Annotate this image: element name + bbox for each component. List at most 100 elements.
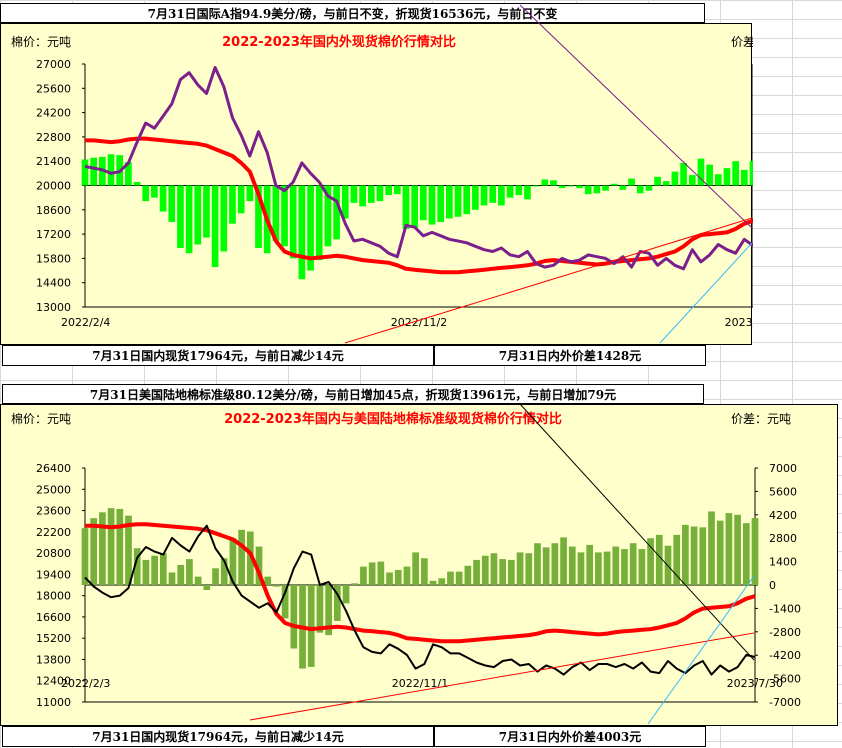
chart2-spread-bar: [412, 552, 419, 585]
chart1-x-tick-label: 2022/2/4: [61, 316, 110, 329]
chart2-spread-bar: [664, 545, 672, 585]
chart2-spread-bar: [508, 559, 515, 585]
chart1-spread-bar: [515, 185, 523, 196]
chart2-spread-bar: [229, 538, 237, 585]
chart1-spread-bar: [732, 161, 739, 186]
chart1-spread-bar: [671, 171, 679, 186]
chart1-left-tick-label: 17200: [36, 228, 71, 241]
chart2-right-tick-label: 5600: [769, 485, 797, 498]
chart2-foreign-price-line: [84, 524, 756, 676]
chart2-spread-bar: [351, 583, 359, 585]
chart2-spread-bar: [629, 543, 637, 585]
chart1-spread-bar: [393, 185, 401, 195]
chart1-spread-bar: [177, 185, 184, 248]
chart2-spread-bar: [316, 585, 324, 633]
chart2-title: 2022-2023年国内与美国陆地棉标准级现货棉价行情对比: [224, 411, 562, 427]
chart2-spread-bar: [464, 565, 472, 585]
chart2-spread-bar: [116, 508, 124, 585]
chart1-spread-bar: [151, 185, 158, 198]
chart2-spread-bar: [168, 572, 176, 585]
chart2-left-tick-label: 12400: [36, 675, 71, 688]
chart2-spread-bar: [99, 512, 106, 585]
chart2-spread-bar: [133, 548, 141, 585]
chart1-spread-bar: [472, 185, 479, 210]
chart1-spread-bar: [619, 185, 627, 190]
chart1-spread-bar: [185, 185, 193, 254]
chart2-left-tick-label: 13800: [36, 653, 71, 666]
chart2-spread-bar: [586, 544, 594, 585]
chart1-spread-bar: [255, 185, 262, 248]
chart1-spread-bar: [402, 185, 410, 229]
chart2-spread-bar: [142, 559, 150, 585]
chart2-left-tick-label: 20800: [36, 547, 71, 560]
chart1-spread-bar: [81, 159, 89, 186]
chart1-domestic-caption: 7月31日国内现货17964元，与前日减少14元: [2, 345, 434, 366]
chart2-spread-bar: [490, 553, 498, 585]
chart2-right-tick-label: 4200: [769, 509, 797, 522]
chart2-panel: 2022-2023年国内与美国陆地棉标准级现货棉价行情对比 棉价：元吨 价差：元吨 2…: [0, 404, 838, 726]
chart1-spread-bar: [454, 185, 462, 217]
chart2-spread-bar: [333, 585, 341, 621]
chart2-spread-bar: [742, 523, 750, 585]
chart2-spread-bar: [290, 585, 298, 649]
chart1-domestic-price-line: [85, 136, 754, 275]
chart1-svg: 2022-2023年国内外现货棉价行情对比 棉价：元吨 价差：元吨 27000 2560…: [11, 34, 799, 329]
chart1-spread-bar: [237, 185, 245, 214]
chart2-spread-bar: [647, 538, 654, 585]
chart2-spread-bar: [125, 515, 132, 585]
chart2-spread-caption: 7月31日内外价差4003元: [434, 726, 706, 747]
chart1-spread-bar: [645, 185, 653, 191]
chart2-spread-bar: [690, 526, 698, 585]
chart2-left-tick-label: 22200: [36, 526, 71, 539]
chart1-spread-bar: [680, 162, 687, 186]
chart1-spread-bar: [307, 185, 314, 271]
chart2-spread-bar: [159, 553, 167, 585]
chart2-x-tick-label: 2022/11/1: [392, 677, 448, 690]
chart2-right-tick-label: -4200: [769, 649, 801, 662]
chart1-spread-bar: [211, 185, 219, 268]
chart1-spread-bar: [749, 160, 757, 186]
chart1-spread-bar: [359, 185, 366, 207]
chart2-spread-bar: [655, 534, 663, 585]
chart2-spread-bar: [560, 537, 567, 585]
chart2-spread-bar: [595, 552, 602, 585]
chart1-spread-bar: [229, 185, 236, 224]
chart2-spread-bar: [612, 546, 620, 585]
chart2-spread-bar: [621, 549, 628, 585]
chart2-spread-bar: [473, 559, 480, 585]
chart1-left-tick-label: 25600: [36, 82, 71, 95]
top-header-caption: 7月31日国际A指94.9美分/磅，与前日不变，折现货16536元，与前日不变: [0, 3, 705, 23]
chart1-spread-bar: [688, 175, 696, 186]
chart1-spread-bar: [662, 181, 670, 186]
chart2-spread-bar: [107, 508, 115, 585]
chart1-spread-bar: [298, 185, 306, 280]
chart2-spread-bar: [699, 527, 707, 585]
chart2-domestic-caption: 7月31日国内现货17964元，与前日减少14元: [2, 726, 434, 747]
chart2-spread-bar: [273, 585, 280, 587]
chart1-spread-bar: [428, 185, 436, 225]
chart1-spread-bar: [203, 185, 210, 238]
chart1-spread-bar: [697, 158, 705, 186]
chart1-left-tick-label: 22800: [36, 131, 71, 144]
chart1-x-tick-label: 2023/7/31: [725, 316, 753, 329]
chart2-spread-bar: [342, 585, 350, 604]
chart1-spread-bar: [706, 164, 713, 186]
chart2-left-tick-label: 19400: [36, 568, 71, 581]
chart2-spread-bar: [81, 528, 89, 585]
chart1-spread-bar: [437, 185, 445, 222]
chart1-spread-caption: 7月31日内外价差1428元: [434, 345, 706, 366]
chart2-x-tick-label: 2022/2/3: [61, 677, 110, 690]
chart2-spread-bar: [682, 524, 689, 585]
chart2-spread-bar: [751, 518, 759, 585]
chart1-spread-bar: [524, 185, 531, 200]
chart2-spread-bar: [394, 569, 402, 585]
chart2-spread-bar: [429, 580, 437, 585]
chart1-spread-bar: [289, 185, 297, 259]
chart2-spread-bar: [386, 572, 393, 585]
chart1-spread-bar: [125, 162, 132, 186]
chart1-spread-bar: [411, 185, 419, 229]
chart1-spread-bar: [168, 185, 176, 222]
chart2-right-tick-label: -2800: [769, 626, 801, 639]
chart2-spread-bar: [638, 549, 646, 585]
chart1-left-tick-label: 20000: [36, 180, 71, 193]
